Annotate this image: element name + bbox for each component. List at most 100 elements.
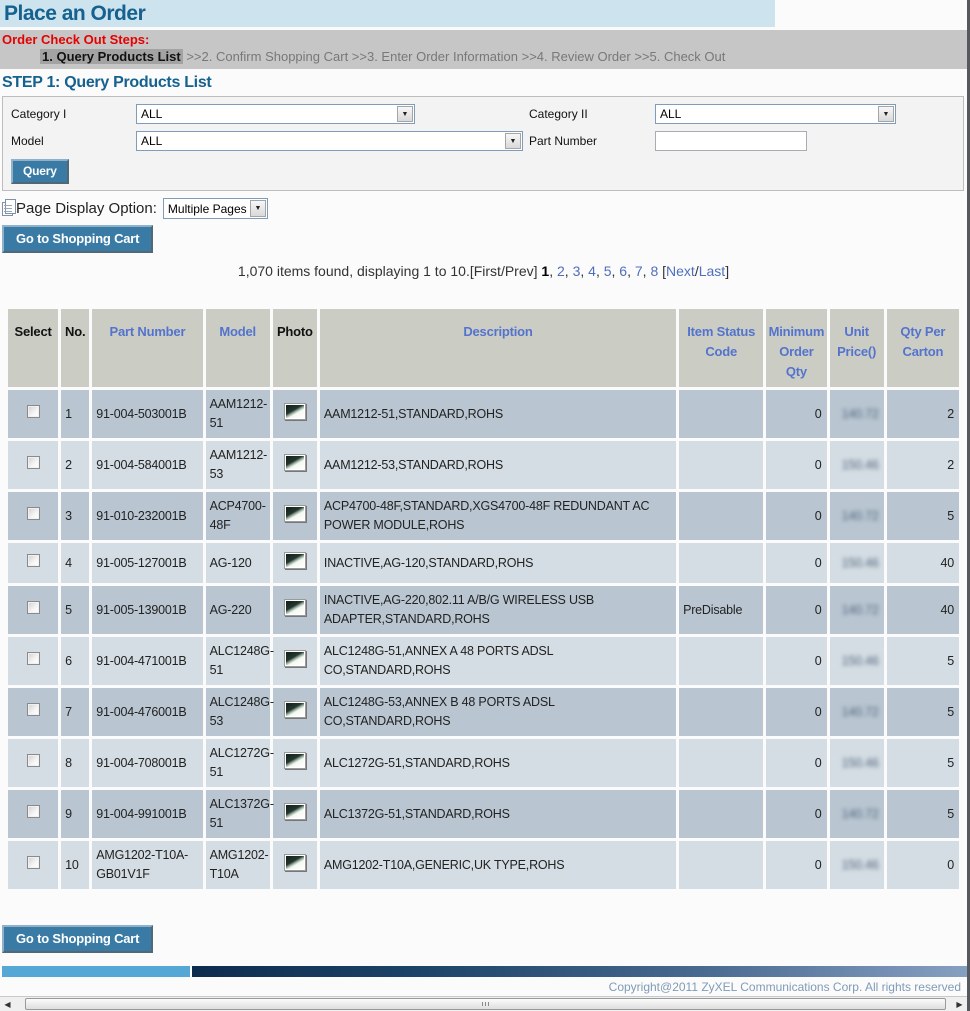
row-number: 4 (61, 543, 90, 583)
page-link[interactable]: 4 (588, 263, 596, 279)
row-number: 7 (61, 688, 90, 736)
go-to-shopping-cart-button-top[interactable]: Go to Shopping Cart (2, 225, 154, 253)
qty-per-carton-cell: 5 (886, 688, 959, 736)
photo-thumbnail-icon[interactable] (283, 802, 306, 820)
minimum-order-qty-cell: 0 (766, 543, 827, 583)
qty-per-carton-cell: 0 (886, 841, 959, 889)
row-select-checkbox[interactable] (26, 506, 40, 520)
photo-thumbnail-icon[interactable] (283, 402, 306, 420)
qty-per-carton-cell: 5 (886, 637, 959, 685)
item-status-code-cell (679, 441, 764, 489)
page-display-select[interactable]: Multiple Pages ▼ (162, 198, 268, 219)
row-number: 10 (61, 841, 90, 889)
table-row: 7 91-004-476001B ALC1248G-53 ALC1248G-53… (8, 688, 959, 736)
model-cell: AG-220 (205, 586, 270, 634)
page-link[interactable]: 7 (634, 263, 643, 279)
row-select-checkbox[interactable] (26, 804, 40, 818)
page-link[interactable]: 5 (603, 263, 612, 279)
checkout-steps-bar: Order Check Out Steps: 1. Query Products… (0, 30, 967, 69)
row-select-checkbox[interactable] (26, 855, 40, 869)
column-header-description[interactable]: Description (319, 309, 677, 387)
row-select-checkbox[interactable] (26, 600, 40, 614)
part-number-input[interactable] (655, 131, 807, 151)
footer-bar-light-segment (2, 966, 190, 977)
table-header-row: Select No. Part Number Model Photo Descr… (8, 309, 959, 387)
row-select-checkbox[interactable] (26, 753, 40, 767)
page-link[interactable]: 8 (650, 263, 659, 279)
scroll-left-arrow-icon[interactable]: ◀ (0, 997, 15, 1011)
chevron-down-icon[interactable]: ▼ (397, 106, 413, 122)
photo-thumbnail-icon[interactable] (283, 453, 306, 471)
row-select-checkbox[interactable] (26, 553, 40, 567)
photo-thumbnail-icon[interactable] (283, 504, 306, 522)
item-status-code-cell: PreDisable (679, 586, 764, 634)
chevron-down-icon[interactable]: ▼ (878, 106, 894, 122)
description-cell: ALC1272G-51,STANDARD,ROHS (319, 739, 677, 787)
photo-thumbnail-icon[interactable] (283, 700, 306, 718)
part-number-cell: 91-004-991001B (92, 790, 203, 838)
column-header-part-number[interactable]: Part Number (92, 309, 203, 387)
query-button[interactable]: Query (11, 159, 69, 184)
row-select-checkbox[interactable] (26, 702, 40, 716)
minimum-order-qty-cell: 0 (766, 390, 827, 438)
column-header-item-status-code[interactable]: Item Status Code (679, 309, 764, 387)
row-select-checkbox[interactable] (26, 404, 40, 418)
row-number: 5 (61, 586, 90, 634)
row-select-checkbox[interactable] (26, 455, 40, 469)
unit-price-cell: 140.72 (841, 602, 879, 617)
pagination-next-link[interactable]: Next (666, 263, 695, 279)
pagination-pages: , 2, 3, 4, 5, 6, 7, 8 (549, 263, 659, 279)
footer-gradient-bar (2, 966, 967, 977)
model-cell: ALC1248G-51 (205, 637, 274, 685)
minimum-order-qty-cell: 0 (766, 739, 827, 787)
checkout-steps-line: 1. Query Products List >>2. Confirm Shop… (2, 49, 963, 65)
minimum-order-qty-cell: 0 (766, 841, 827, 889)
page-link[interactable]: 6 (619, 263, 628, 279)
category2-select[interactable]: ALL ▼ (655, 104, 896, 124)
description-cell: ALC1248G-51,ANNEX A 48 PORTS ADSL CO,STA… (319, 637, 677, 685)
model-selected-value: ALL (141, 134, 163, 148)
go-to-shopping-cart-button-bottom[interactable]: Go to Shopping Cart (2, 925, 154, 953)
column-header-model[interactable]: Model (205, 309, 270, 387)
row-select-checkbox[interactable] (26, 651, 40, 665)
category1-select[interactable]: ALL ▼ (136, 104, 415, 124)
photo-thumbnail-icon[interactable] (283, 853, 306, 871)
photo-thumbnail-icon[interactable] (283, 649, 306, 667)
photo-thumbnail-icon[interactable] (283, 751, 306, 769)
chevron-down-icon[interactable]: ▼ (505, 133, 521, 149)
item-status-code-cell (679, 790, 764, 838)
page-link[interactable]: 2 (556, 263, 565, 279)
pages-icon (2, 198, 16, 216)
page-link[interactable]: 3 (572, 263, 581, 279)
query-filter-panel: Category I ALL ▼ Category II ALL ▼ Model… (2, 96, 964, 191)
photo-thumbnail-icon[interactable] (283, 598, 306, 616)
products-table: Select No. Part Number Model Photo Descr… (5, 306, 962, 892)
part-number-cell: 91-004-584001B (92, 441, 203, 489)
column-header-qty-per-carton[interactable]: Qty Per Carton (886, 309, 959, 387)
category2-selected-value: ALL (660, 107, 682, 121)
description-cell: INACTIVE,AG-220,802.11 A/B/G WIRELESS US… (319, 586, 677, 634)
photo-thumbnail-icon[interactable] (283, 551, 306, 569)
unit-price-cell: 150.46 (841, 555, 879, 570)
scrollbar-track[interactable] (15, 997, 952, 1011)
unit-price-cell: 150.46 (841, 457, 879, 472)
step-current: 1. Query Products List (40, 49, 183, 64)
item-status-code-cell (679, 637, 764, 685)
description-cell: ALC1248G-53,ANNEX B 48 PORTS ADSL CO,STA… (319, 688, 677, 736)
part-number-cell: 91-005-139001B (92, 586, 203, 634)
pagination-last-link[interactable]: Last (698, 263, 726, 279)
column-header-unit-price[interactable]: Unit Price() (829, 309, 884, 387)
table-row: 5 91-005-139001B AG-220 INACTIVE,AG-220,… (8, 586, 959, 634)
page-title: Place an Order (4, 1, 146, 25)
minimum-order-qty-cell: 0 (766, 441, 827, 489)
column-header-minimum-order-qty[interactable]: Minimum Order Qty (766, 309, 827, 387)
horizontal-scrollbar[interactable]: ◀ ▶ (0, 996, 967, 1011)
unit-price-cell: 140.72 (841, 508, 879, 523)
chevron-down-icon[interactable]: ▼ (249, 200, 266, 217)
scroll-right-arrow-icon[interactable]: ▶ (952, 997, 967, 1011)
scrollbar-thumb[interactable] (25, 998, 946, 1010)
minimum-order-qty-cell: 0 (766, 790, 827, 838)
step1-heading: STEP 1: Query Products List (2, 74, 212, 91)
model-select[interactable]: ALL ▼ (136, 131, 523, 151)
